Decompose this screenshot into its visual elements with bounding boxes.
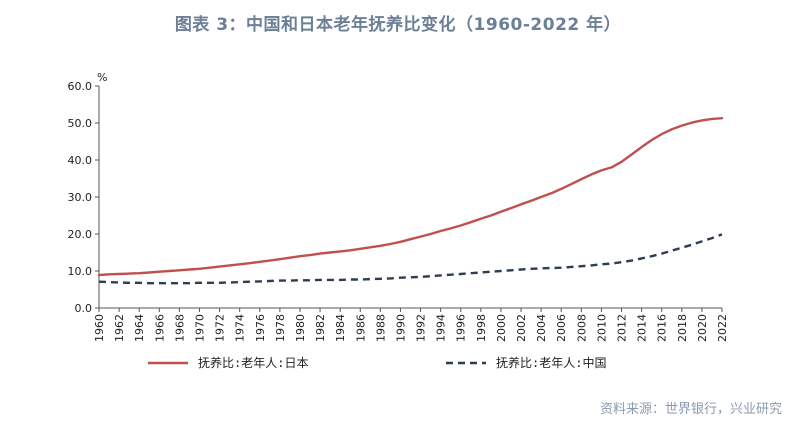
- legend-label-japan: 抚养比:老年人:日本: [198, 355, 308, 370]
- x-tick-label: 2000: [495, 314, 508, 342]
- x-tick-label: 2004: [535, 314, 548, 342]
- x-tick-label: 1964: [133, 314, 146, 342]
- y-tick-label: 40.0: [68, 154, 93, 167]
- y-tick-label: 50.0: [68, 117, 93, 130]
- x-tick-label: 1972: [214, 314, 227, 342]
- y-tick-label: 60.0: [68, 80, 93, 93]
- x-tick-label: 1982: [314, 314, 327, 342]
- x-tick-label: 1992: [415, 314, 428, 342]
- x-tick-label: 1970: [193, 314, 206, 342]
- x-tick-label: 2008: [575, 314, 588, 342]
- x-tick-label: 1978: [274, 314, 287, 342]
- x-tick-label: 2006: [555, 314, 568, 342]
- x-tick-label: 2010: [595, 314, 608, 342]
- series-line-china: [98, 233, 723, 285]
- x-tick-label: 2022: [716, 314, 729, 342]
- x-tick-label: 1994: [435, 314, 448, 342]
- x-tick-label: 2014: [636, 314, 649, 342]
- x-tick-label: 1986: [354, 314, 367, 342]
- x-tick-label: 1960: [93, 314, 106, 342]
- x-tick-label: 2018: [676, 314, 689, 342]
- x-tick-label: 2002: [515, 314, 528, 342]
- x-tick-label: 1966: [153, 314, 166, 342]
- x-tick-label: 1990: [394, 314, 407, 342]
- x-tick-label: 1984: [334, 314, 347, 342]
- x-tick-label: 1988: [374, 314, 387, 342]
- y-tick-label: 0.0: [75, 302, 93, 315]
- x-tick-label: 1998: [475, 314, 488, 342]
- y-tick-label: 10.0: [68, 265, 93, 278]
- x-tick-label: 2016: [656, 314, 669, 342]
- series-line-japan: [97, 116, 724, 277]
- x-tick-label: 1968: [173, 314, 186, 342]
- x-tick-label: 2012: [616, 314, 629, 342]
- x-tick-label: 1962: [113, 314, 126, 342]
- chart-title: 图表 3：中国和日本老年抚养比变化（1960-2022 年）: [174, 15, 622, 35]
- x-tick-label: 1976: [254, 314, 267, 342]
- legend-label-china: 抚养比:老年人:中国: [496, 355, 606, 370]
- x-tick-label: 1974: [234, 314, 247, 342]
- y-tick-label: 30.0: [68, 191, 93, 204]
- x-tick-label: 1996: [455, 314, 468, 342]
- x-tick-label: 1980: [294, 314, 307, 342]
- x-tick-label: 2020: [696, 314, 709, 342]
- source-note: 资料来源：世界银行，兴业研究: [599, 402, 782, 417]
- y-tick-label: 20.0: [68, 228, 93, 241]
- y-axis-unit: %: [97, 71, 107, 84]
